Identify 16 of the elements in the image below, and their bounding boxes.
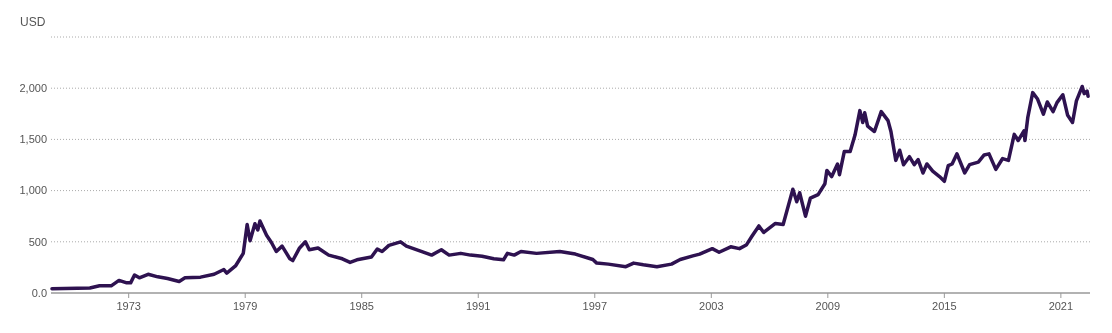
x-tick-label: 2015 [932, 300, 957, 312]
x-tick-label: 1979 [232, 300, 258, 312]
x-tick-label: 1985 [349, 300, 374, 312]
y-tick-label: 2,000 [19, 82, 47, 95]
x-tick-label: 1991 [466, 300, 491, 312]
line-series [50, 84, 1090, 291]
y-tick-label: 0.0 [31, 286, 47, 299]
y-tick-label: 500 [28, 235, 47, 248]
x-tick-label: 2003 [699, 300, 724, 312]
x-tick-label: 2009 [815, 300, 841, 312]
y-tick-label: 1,000 [19, 184, 47, 197]
y-axis-title: USD [20, 15, 46, 29]
x-tick-label: 2021 [1048, 300, 1074, 312]
y-tick-label: 1,500 [19, 133, 47, 146]
x-tick-label: 1997 [582, 300, 608, 312]
x-tick-label: 1973 [116, 300, 141, 312]
